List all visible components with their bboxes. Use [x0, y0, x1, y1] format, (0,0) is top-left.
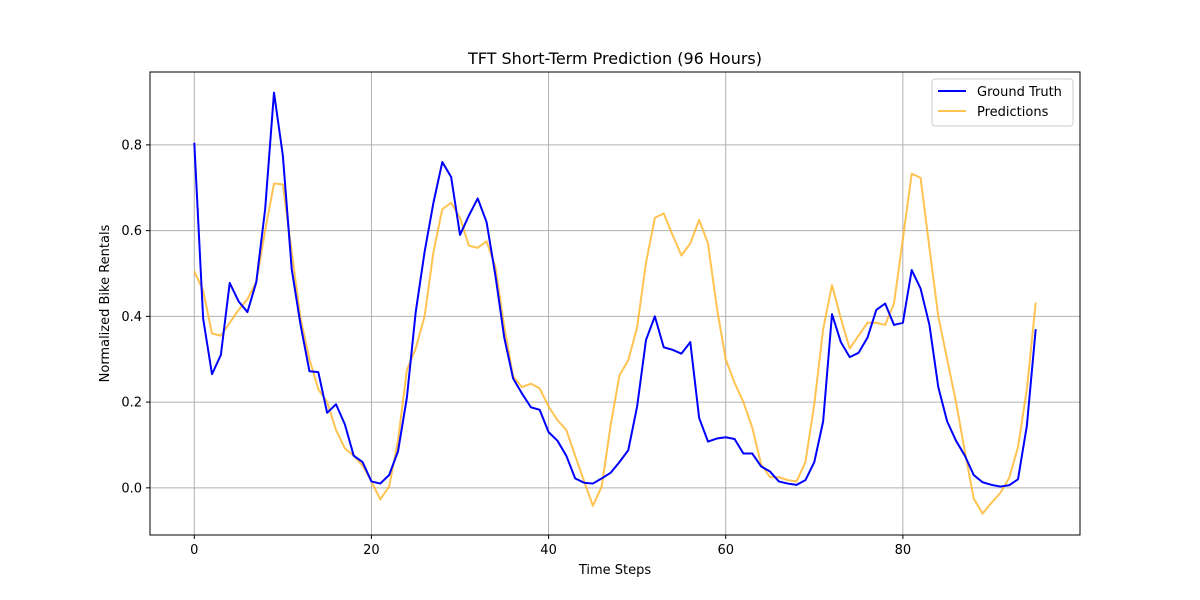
legend-label-ground-truth: Ground Truth — [977, 85, 1062, 100]
y-axis: 0.0 0.2 0.4 0.6 0.8 — [121, 138, 150, 496]
y-tick-label: 0.0 — [121, 481, 142, 496]
grid — [150, 72, 1080, 535]
x-axis-label: Time Steps — [578, 563, 652, 578]
x-tick-label: 80 — [895, 543, 912, 558]
y-tick-label: 0.6 — [121, 224, 142, 239]
x-tick-label: 20 — [363, 543, 380, 558]
y-axis-label: Normalized Bike Rentals — [98, 224, 113, 382]
series-line-ground-truth — [193, 91, 1037, 488]
y-tick-label: 0.2 — [121, 396, 142, 411]
x-tick-label: 60 — [717, 543, 734, 558]
y-tick-label: 0.4 — [121, 310, 142, 325]
chart-title: TFT Short-Term Prediction (96 Hours) — [467, 49, 762, 68]
legend-label-predictions: Predictions — [977, 105, 1049, 120]
x-axis: 0 20 40 60 80 — [190, 535, 911, 558]
legend-box — [931, 78, 1074, 127]
x-tick-label: 0 — [190, 543, 198, 558]
legend: Ground Truth Predictions — [931, 78, 1074, 127]
plot-frame — [149, 71, 1081, 536]
series-layer — [193, 91, 1037, 515]
x-tick-label: 40 — [540, 543, 557, 558]
series-line-predictions — [193, 172, 1037, 515]
y-tick-label: 0.8 — [121, 138, 142, 153]
